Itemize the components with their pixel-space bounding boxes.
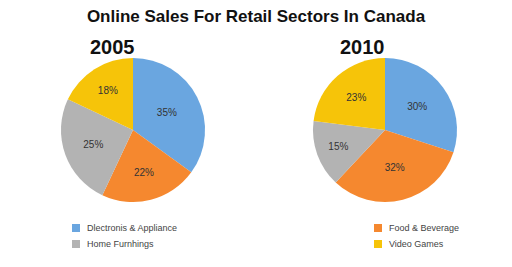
svg-text:Dlectronis & Appliance: Dlectronis & Appliance — [87, 223, 177, 233]
svg-text:Online Sales For Retail Sector: Online Sales For Retail Sectors In Canad… — [87, 7, 426, 26]
svg-text:2010: 2010 — [340, 36, 385, 58]
svg-text:30%: 30% — [407, 101, 427, 112]
svg-text:Video Games: Video Games — [389, 239, 444, 249]
svg-text:2005: 2005 — [90, 36, 135, 58]
svg-text:35%: 35% — [157, 107, 177, 118]
svg-text:18%: 18% — [98, 85, 118, 96]
svg-text:23%: 23% — [346, 92, 366, 103]
svg-text:Home Furnhings: Home Furnhings — [87, 239, 154, 249]
svg-text:15%: 15% — [328, 141, 348, 152]
svg-text:32%: 32% — [385, 162, 405, 173]
svg-text:25%: 25% — [83, 139, 103, 150]
svg-text:22%: 22% — [134, 167, 154, 178]
svg-text:Food & Beverage: Food & Beverage — [389, 223, 459, 233]
